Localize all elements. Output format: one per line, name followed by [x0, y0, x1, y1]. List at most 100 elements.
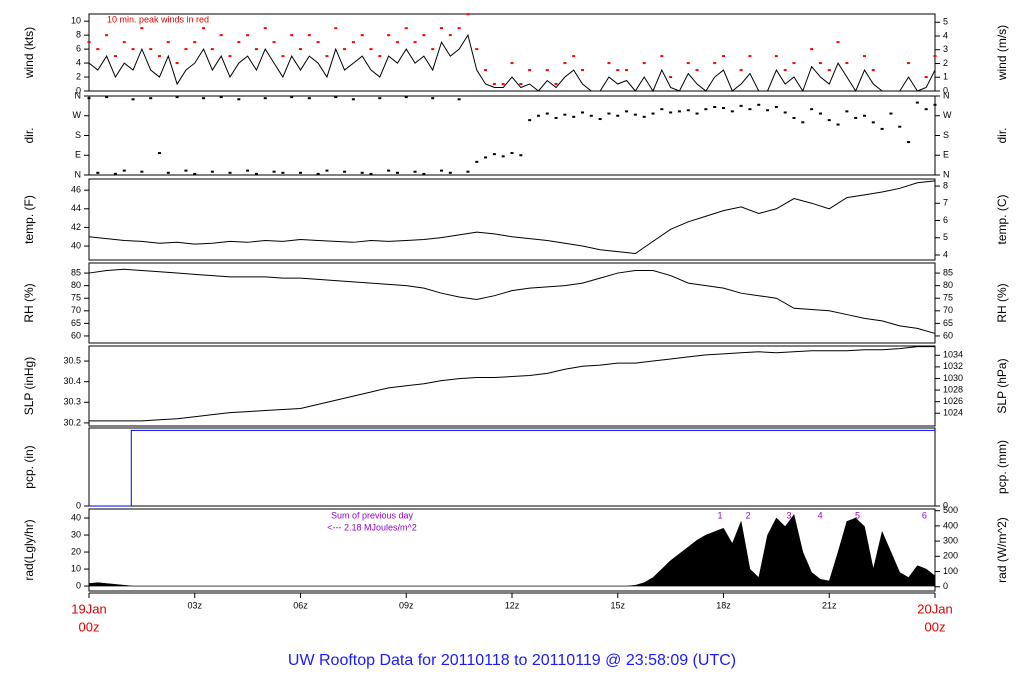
y2-tick-label: 1: [943, 72, 948, 82]
data-point: [863, 55, 866, 58]
data-point: [598, 118, 602, 121]
x-tick-label: 06z: [293, 600, 308, 610]
data-point: [774, 105, 778, 108]
y2-tick-label: W: [943, 110, 952, 120]
data-point: [378, 97, 382, 100]
data-point: [158, 55, 161, 58]
data-point: [907, 62, 911, 65]
y-tick-label: 40: [71, 240, 81, 250]
data-point: [237, 41, 241, 44]
y2-tick-label: 200: [943, 551, 958, 561]
annotation: 10 min. peak winds in red: [107, 14, 209, 24]
y-tick-label: 44: [71, 203, 81, 213]
data-point: [607, 62, 611, 65]
y-tick-label: 10: [71, 16, 81, 26]
data-point: [730, 110, 734, 113]
y-axis-label: pcp. (in): [22, 445, 36, 488]
data-point: [589, 114, 593, 117]
y-tick-label: S: [75, 130, 81, 140]
y2-tick-label: 0: [943, 500, 948, 510]
data-point: [263, 27, 267, 30]
y-axis-label: wind (kts): [22, 27, 36, 79]
y2-axis-label: rad (W/m^2): [995, 517, 1009, 583]
data-point: [484, 69, 488, 72]
data-point: [625, 69, 629, 72]
data-point: [307, 34, 311, 37]
data-point: [713, 62, 717, 65]
data-point: [334, 96, 338, 99]
y-axis-label: RH (%): [22, 283, 36, 322]
x-tick-label: 03z: [187, 600, 202, 610]
data-point: [184, 169, 188, 172]
y-tick-label: W: [73, 110, 82, 120]
y2-tick-label: 65: [943, 318, 953, 328]
data-point: [457, 98, 461, 101]
data-point: [316, 172, 320, 175]
data-point: [669, 111, 673, 114]
data-point: [158, 152, 161, 155]
data-point: [607, 112, 611, 115]
y-tick-label: 30.3: [63, 397, 81, 407]
data-point: [501, 155, 505, 158]
data-point: [774, 55, 778, 58]
x-tick-label: 18z: [716, 600, 731, 610]
data-point: [669, 76, 673, 79]
y2-tick-label: 400: [943, 520, 958, 530]
data-point: [854, 116, 858, 119]
y-tick-label: 4: [76, 57, 81, 67]
y-tick-label: N: [75, 90, 82, 100]
line: [89, 429, 935, 507]
data-point: [651, 112, 655, 115]
marker-label: 4: [818, 510, 823, 520]
data-point: [175, 62, 179, 65]
data-point: [545, 112, 549, 115]
data-point: [96, 48, 100, 51]
data-point: [616, 114, 620, 117]
y2-tick-label: 75: [943, 293, 953, 303]
line: [88, 33, 936, 93]
data-point: [845, 62, 849, 65]
data-point: [836, 123, 840, 126]
data-point: [166, 171, 170, 174]
data-point: [739, 69, 743, 72]
y-tick-label: 80: [71, 280, 81, 290]
data-point: [431, 48, 435, 51]
data-point: [440, 27, 443, 30]
data-point: [616, 69, 620, 72]
data-point: [748, 108, 752, 111]
y2-axis-label: dir.: [995, 127, 1009, 143]
data-point: [924, 76, 928, 79]
data-point: [431, 97, 435, 100]
data-point: [281, 171, 285, 174]
y2-tick-label: 1034: [943, 350, 963, 360]
data-point: [783, 111, 787, 114]
data-point: [801, 121, 805, 124]
y-tick-label: N: [75, 169, 82, 179]
data-point: [175, 96, 179, 99]
y-tick-label: 60: [71, 330, 81, 340]
x-tick-label: 00z: [925, 619, 946, 634]
data-point: [475, 160, 479, 163]
y2-tick-label: 2: [943, 58, 948, 68]
data-point: [924, 108, 928, 111]
y-tick-label: 46: [71, 185, 81, 195]
y2-tick-label: 0: [943, 581, 948, 591]
y-tick-label: 75: [71, 293, 81, 303]
y2-axis-label: temp. (C): [995, 194, 1009, 244]
y-tick-label: 2: [76, 71, 81, 81]
data-point: [105, 34, 109, 37]
data-point: [898, 125, 902, 128]
y2-tick-label: 1032: [943, 361, 963, 371]
data-point: [871, 121, 875, 124]
data-point: [510, 152, 514, 155]
data-point: [166, 41, 170, 44]
y-tick-label: 85: [71, 267, 81, 277]
y-tick-label: 6: [76, 43, 81, 53]
y-axis-label: SLP (inHg): [22, 357, 36, 415]
data-point: [642, 115, 646, 118]
data-point: [554, 116, 558, 119]
data-point: [686, 109, 690, 112]
data-point: [519, 83, 523, 86]
y2-tick-label: 5: [943, 232, 948, 242]
data-point: [404, 96, 408, 99]
